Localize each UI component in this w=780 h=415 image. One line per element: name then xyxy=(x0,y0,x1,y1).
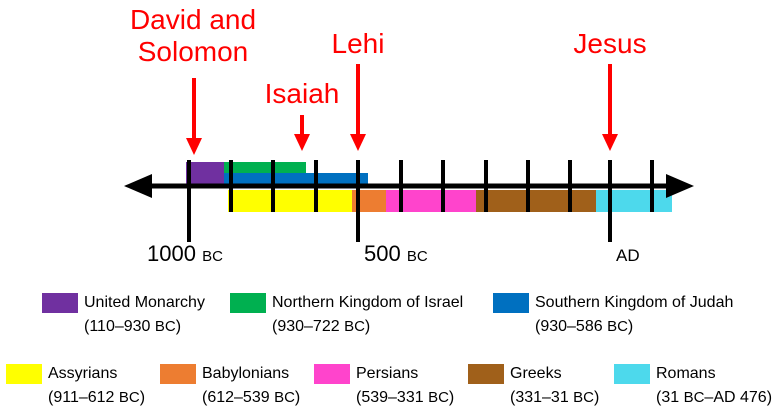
legend-label: Southern Kingdom of Judah xyxy=(535,294,734,311)
legend-label: Romans xyxy=(656,365,716,382)
bar-babylonians xyxy=(352,190,386,212)
legend-swatch xyxy=(493,293,529,313)
legend-label: Greeks xyxy=(510,365,562,382)
bar-northern-kingdom xyxy=(224,162,306,173)
legend-range: (930–586 BC) xyxy=(535,318,634,335)
legend-label: Persians xyxy=(356,365,419,382)
legend-label: Northern Kingdom of Israel xyxy=(272,294,464,311)
callout-line: Jesus xyxy=(573,28,647,59)
callout-line: Solomon xyxy=(137,36,249,67)
left-arrowhead xyxy=(124,174,152,198)
axis-label-1000bc: 1000 BC xyxy=(147,241,223,267)
axis-label-number: 1000 xyxy=(147,241,196,266)
bar-assyrians xyxy=(228,190,352,212)
callout-line: David and xyxy=(129,4,257,35)
legend-label: Babylonians xyxy=(202,365,290,382)
callout-jesus: Jesus xyxy=(560,28,660,60)
callout-line: Isaiah xyxy=(264,78,340,109)
legend-range: (612–539 BC) xyxy=(202,389,301,406)
bar-romans xyxy=(596,190,672,212)
axis-label-number: 500 xyxy=(364,241,401,266)
right-arrowhead xyxy=(666,174,694,198)
callout-arrows xyxy=(186,64,618,155)
callout-line: Lehi xyxy=(331,28,385,59)
legend-swatch xyxy=(468,364,504,384)
legend-swatch xyxy=(230,293,266,313)
callout-lehi: Lehi xyxy=(318,28,398,60)
axis-label-era: BC xyxy=(406,248,428,265)
legend-label: Assyrians xyxy=(48,365,118,382)
legend-range: (539–331 BC) xyxy=(356,389,455,406)
legend-swatch xyxy=(614,364,650,384)
axis-label-500bc: 500 BC xyxy=(364,241,428,267)
callout-david-solomon: David and Solomon xyxy=(108,4,278,68)
legend-swatch xyxy=(6,364,42,384)
legend-range: (31 BC–AD 476) xyxy=(656,389,773,406)
legend-swatch xyxy=(160,364,196,384)
legend-swatch xyxy=(42,293,78,313)
legend-swatch xyxy=(314,364,350,384)
legend-range: (110–930 BC) xyxy=(84,318,182,335)
bar-southern-kingdom xyxy=(224,173,368,184)
axis-label-ad: AD xyxy=(616,246,640,266)
legend-range: (331–31 BC) xyxy=(510,389,600,406)
legend-label: United Monarchy xyxy=(84,294,205,311)
bar-united-monarchy xyxy=(186,162,224,184)
major-ticks xyxy=(187,160,612,242)
legend-range: (911–612 BC) xyxy=(48,389,146,406)
callout-isaiah: Isaiah xyxy=(250,78,354,110)
axis-label-era: AD xyxy=(616,246,640,265)
legend-range: (930–722 BC) xyxy=(272,318,371,335)
bar-greeks xyxy=(476,190,596,212)
timeline-axis xyxy=(124,174,694,198)
axis-label-era: BC xyxy=(202,248,223,265)
bar-persians xyxy=(386,190,476,212)
